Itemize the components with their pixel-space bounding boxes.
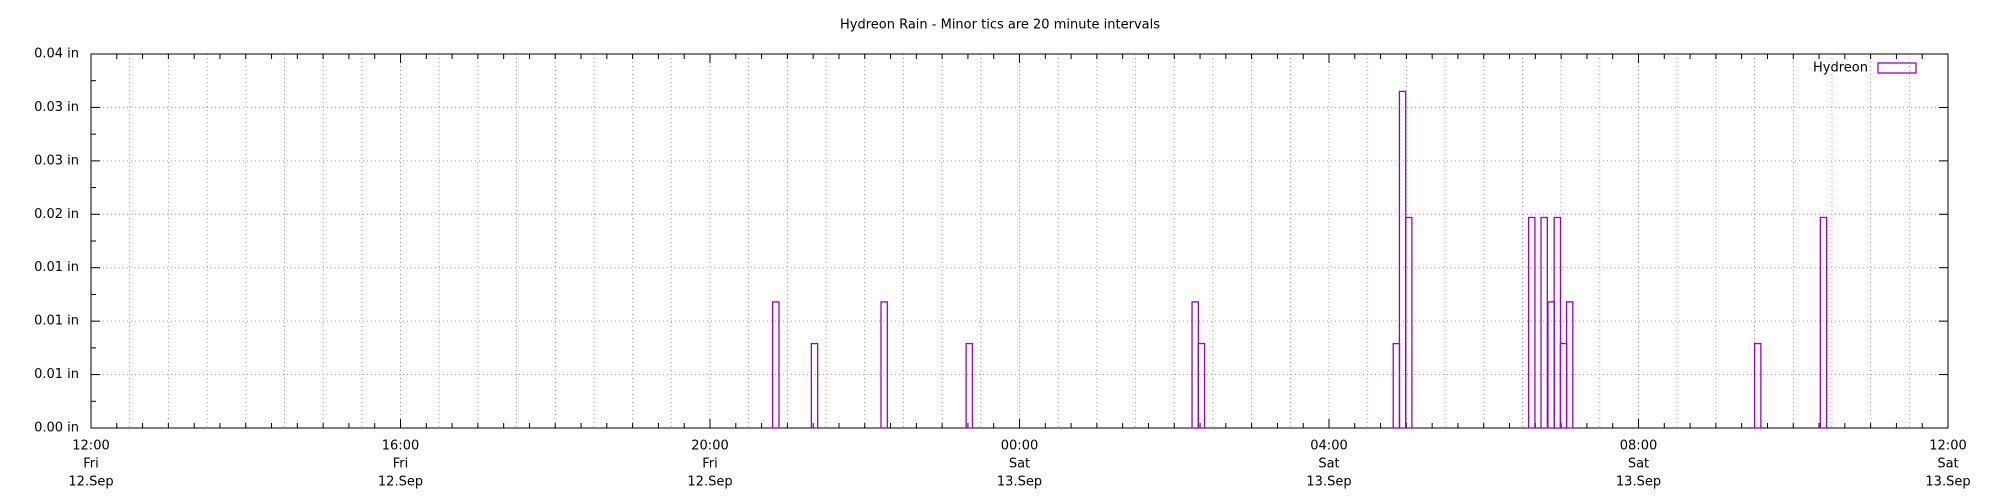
bar [810,342,819,429]
x-tick-label: Sat [1628,457,1649,472]
legend-label: Hydreon [1813,61,1868,76]
bar [1819,216,1828,429]
x-tick-label: Fri [393,457,409,472]
bar [1553,216,1562,429]
x-tick-label: Fri [83,457,99,472]
y-tick-label: 0.02 in [34,207,79,222]
y-tick-label: 0.01 in [34,314,79,329]
bar [772,301,780,429]
x-tick-label: 13.Sep [1616,475,1661,490]
plot-border [90,53,1949,429]
x-tick-label: 12:00 [1929,439,1966,454]
x-tick-label: Sat [1937,457,1958,472]
bar [1197,342,1206,429]
bar [965,342,974,429]
y-tick-label: 0.00 in [34,421,79,436]
legend-swatch [1877,62,1917,74]
x-tick-label: 20:00 [691,439,728,454]
y-tick-label: 0.01 in [34,260,79,275]
x-tick-label: 13.Sep [997,475,1042,490]
bar [1565,301,1574,429]
bar [1753,342,1762,429]
y-tick-label: 0.03 in [34,100,79,115]
bar [1527,216,1536,429]
x-tick-label: 16:00 [382,439,419,454]
x-tick-label: 12.Sep [378,475,423,490]
x-tick-label: 12:00 [72,439,109,454]
x-tick-label: 04:00 [1310,439,1347,454]
y-tick-label: 0.04 in [34,47,79,62]
bar [880,301,888,429]
x-tick-label: 08:00 [1620,439,1657,454]
x-tick-label: 13.Sep [1306,475,1351,490]
x-tick-label: Fri [702,457,718,472]
bar [1540,216,1548,429]
bar [1404,216,1413,429]
x-tick-label: Sat [1009,457,1030,472]
x-tick-label: Sat [1318,457,1339,472]
chart-title: Hydreon Rain - Minor tics are 20 minute … [840,18,1160,33]
y-tick-label: 0.01 in [34,367,79,382]
y-tick-label: 0.03 in [34,153,79,168]
x-tick-label: 00:00 [1001,439,1038,454]
x-tick-label: 12.Sep [687,475,732,490]
x-tick-label: 13.Sep [1925,475,1970,490]
x-tick-label: 12.Sep [68,475,113,490]
